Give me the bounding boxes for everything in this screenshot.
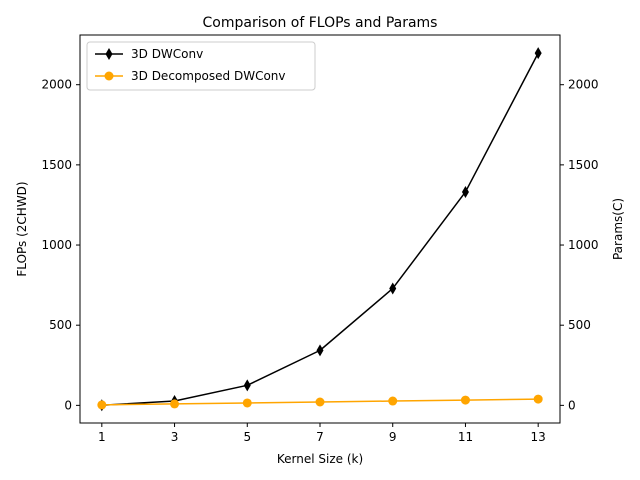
point-decomposed bbox=[388, 396, 398, 406]
x-tick-label: 11 bbox=[458, 430, 473, 444]
x-tick-label: 1 bbox=[98, 430, 106, 444]
y-tick-label-left: 500 bbox=[49, 318, 72, 332]
point-decomposed bbox=[242, 398, 252, 408]
point-decomposed bbox=[97, 400, 107, 410]
y-tick-label-left: 2000 bbox=[41, 78, 72, 92]
point-dwconv bbox=[389, 282, 397, 295]
y-tick-label-right: 1000 bbox=[568, 238, 599, 252]
x-tick-label: 13 bbox=[531, 430, 546, 444]
plot-frame bbox=[79, 34, 561, 424]
x-tick-label: 3 bbox=[171, 430, 179, 444]
legend-label-decomposed: 3D Decomposed DWConv bbox=[131, 69, 286, 83]
y-tick-label-left: 1500 bbox=[41, 158, 72, 172]
point-decomposed bbox=[170, 399, 180, 409]
legend-label-dwconv: 3D DWConv bbox=[131, 47, 203, 61]
x-tick-label: 7 bbox=[316, 430, 324, 444]
y-tick-label-left: 0 bbox=[64, 398, 72, 412]
point-dwconv bbox=[534, 47, 542, 60]
x-tick-label: 9 bbox=[389, 430, 397, 444]
y-tick-label-right: 2000 bbox=[568, 78, 599, 92]
point-decomposed bbox=[533, 394, 543, 404]
y-tick-label-left: 1000 bbox=[41, 238, 72, 252]
point-decomposed bbox=[460, 395, 470, 405]
chart-title: Comparison of FLOPs and Params bbox=[203, 15, 438, 31]
legend-marker-dwconv bbox=[105, 48, 113, 60]
x-axis: 1 3 5 7 9 11 13 bbox=[98, 423, 546, 444]
y-tick-label-right: 500 bbox=[568, 318, 591, 332]
point-decomposed bbox=[315, 397, 325, 407]
x-tick-label: 5 bbox=[243, 430, 251, 444]
point-dwconv bbox=[316, 344, 324, 357]
legend: 3D DWConv 3D Decomposed DWConv bbox=[86, 41, 316, 91]
series-layer bbox=[97, 47, 543, 412]
y-axis-label-left: FLOPs (2CHWD) bbox=[15, 181, 29, 276]
legend-marker-decomposed bbox=[104, 71, 114, 81]
x-axis-label: Kernel Size (k) bbox=[277, 452, 363, 466]
y-tick-label-right: 1500 bbox=[568, 158, 599, 172]
point-dwconv bbox=[243, 379, 251, 392]
y-axis-label-right: Params(C) bbox=[611, 198, 625, 260]
legend-box bbox=[86, 41, 316, 91]
y-axis-right: 0 500 1000 1500 2000 bbox=[560, 78, 599, 412]
point-dwconv bbox=[461, 185, 469, 198]
y-tick-label-right: 0 bbox=[568, 398, 576, 412]
y-axis-left: 0 500 1000 1500 2000 bbox=[41, 78, 80, 412]
